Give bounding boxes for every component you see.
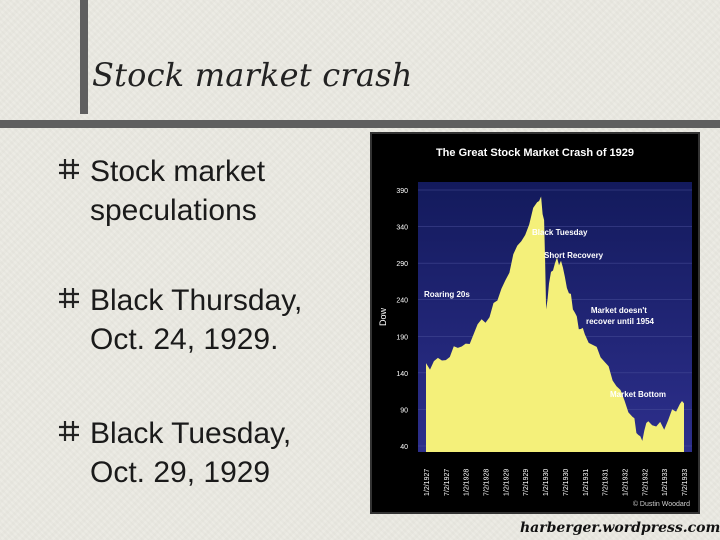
x-tick-label: 7/2/1931 <box>603 469 610 496</box>
bullet-line: Oct. 24, 1929. <box>90 323 279 356</box>
chart-credit: © Dustin Woodard <box>633 500 690 508</box>
y-tick-label: 90 <box>400 407 408 414</box>
dow-area-series <box>426 196 684 452</box>
y-tick-label: 240 <box>396 298 408 305</box>
y-tick-labels: 390 340 290 240 190 140 90 40 <box>396 188 408 451</box>
bullet-line: Oct. 29, 1929 <box>90 456 271 489</box>
hash-bullet-icon <box>59 288 79 308</box>
x-tick-label: 1/2/1928 <box>464 469 471 496</box>
annotation-black-tuesday: Black Tuesday <box>532 228 588 237</box>
y-tick-label: 340 <box>396 225 408 232</box>
x-tick-label: 1/2/1933 <box>662 469 669 496</box>
slide-title: Stock market crash <box>92 56 413 94</box>
annotation-short-recovery: Short Recovery <box>544 251 604 260</box>
x-tick-label: 7/2/1928 <box>484 469 491 496</box>
bullet-line: Black Thursday, <box>90 284 303 317</box>
x-tick-label: 7/2/1932 <box>642 469 649 496</box>
x-tick-label: 1/2/1927 <box>424 469 431 496</box>
bullet-line: Black Tuesday, <box>90 417 292 450</box>
x-tick-labels: 1/2/1927 7/2/1927 1/2/1928 7/2/1928 1/2/1929… <box>424 469 689 496</box>
y-tick-label: 390 <box>396 188 408 195</box>
x-tick-label: 1/2/1929 <box>503 469 510 496</box>
bullet-text: Black Thursday, Oct. 24, 1929. <box>90 281 390 359</box>
y-tick-label: 190 <box>396 334 408 341</box>
bullet-text: Black Tuesday, Oct. 29, 1929 <box>90 414 390 492</box>
x-tick-label: 1/2/1932 <box>622 469 629 496</box>
x-tick-label: 7/2/1930 <box>563 469 570 496</box>
bullet-line: speculations <box>90 194 257 227</box>
annotation-no-recovery: Market doesn't recover until 1954 <box>586 306 655 326</box>
bullet-line: Stock market <box>90 155 266 188</box>
source-footer: harberger.wordpress.com <box>520 520 720 536</box>
title-horizontal-rule <box>0 120 720 128</box>
crash-chart-image: The Great Stock Market Crash of 1929 390… <box>370 132 700 514</box>
bullet-text: Stock market speculations <box>90 152 390 230</box>
chart-svg: The Great Stock Market Crash of 1929 390… <box>378 147 692 508</box>
hash-bullet-icon <box>59 421 79 441</box>
annotation-roaring-20s: Roaring 20s <box>424 290 470 299</box>
y-tick-label: 40 <box>400 444 408 451</box>
y-axis-label: Dow <box>378 308 388 327</box>
annotation-market-bottom: Market Bottom <box>610 390 666 399</box>
x-tick-label: 7/2/1929 <box>523 469 530 496</box>
annotation-no-recovery-line1: Market doesn't <box>591 306 647 315</box>
title-vertical-rule <box>80 0 88 114</box>
x-tick-label: 1/2/1931 <box>583 469 590 496</box>
annotation-no-recovery-line2: recover until 1954 <box>586 317 655 326</box>
y-tick-label: 290 <box>396 261 408 268</box>
x-tick-label: 7/2/1933 <box>682 469 689 496</box>
x-tick-label: 1/2/1930 <box>543 469 550 496</box>
hash-bullet-icon <box>59 159 79 179</box>
chart-title: The Great Stock Market Crash of 1929 <box>436 147 634 159</box>
x-tick-label: 7/2/1927 <box>444 469 451 496</box>
y-tick-label: 140 <box>396 371 408 378</box>
